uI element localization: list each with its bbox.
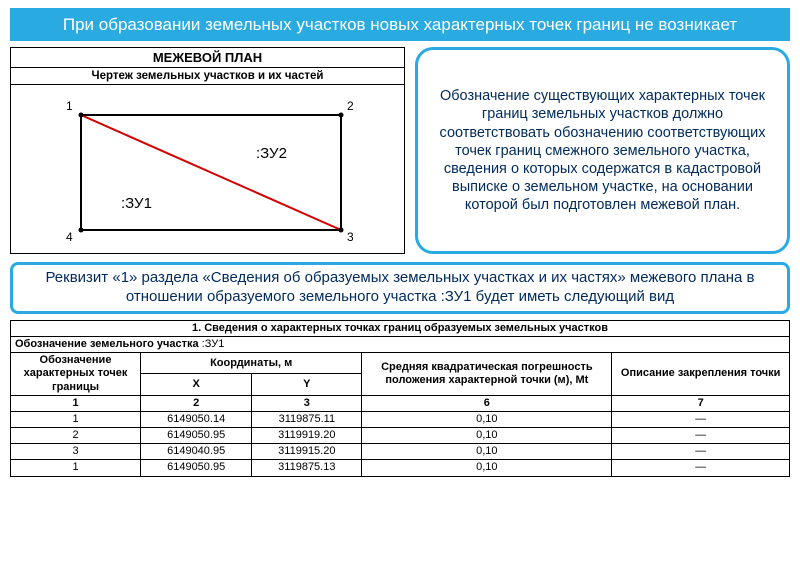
table-cell: — [612,428,790,444]
parcel-label-zu1: :ЗУ1 [121,195,152,212]
table-row: 36149040.953119915.200,10— [11,444,790,460]
table-cell: 0,10 [362,411,612,427]
points-table: 1. Сведения о характерных точках границ … [10,320,790,477]
rekvizit-text: Реквизит «1» раздела «Сведения об образу… [45,269,754,305]
table-cell: — [612,444,790,460]
point-dot-1 [79,113,84,118]
table-cell: 0,10 [362,444,612,460]
table-cell: 3119875.11 [252,411,362,427]
plan-title: МЕЖЕВОЙ ПЛАН [11,48,404,68]
point-dot-3 [339,228,344,233]
table-cell: — [612,460,790,476]
table-cell: 6149050.95 [141,460,252,476]
colnum-2: 2 [141,395,252,411]
table-cell: 3119915.20 [252,444,362,460]
th-accuracy: Средняя квадратическая погрешность полож… [362,353,612,396]
table-cell: 6149050.95 [141,428,252,444]
plan-subtitle: Чертеж земельных участков и их частей [11,68,404,85]
point-label-3: 3 [347,230,354,244]
table-row: 26149050.953119919.200,10— [11,428,790,444]
survey-plan-panel: МЕЖЕВОЙ ПЛАН Чертеж земельных участков и… [10,47,405,254]
table-cell: 1 [11,460,141,476]
point-label-2: 2 [347,99,354,113]
th-y: Y [252,374,362,395]
table-cell: 6149040.95 [141,444,252,460]
rekvizit-callout: Реквизит «1» раздела «Сведения об образу… [10,262,790,314]
parcel-designation-row: Обозначение земельного участка :ЗУ1 [11,336,790,352]
colnum-1: 1 [11,395,141,411]
th-x: X [141,374,252,395]
column-number-row: 1 2 3 6 7 [11,395,790,411]
parcel-drawing: 1 2 3 4 :ЗУ1 :ЗУ2 [11,85,404,253]
table-cell: — [612,411,790,427]
point-label-1: 1 [66,99,73,113]
obozn-label: Обозначение земельного участка [15,338,202,350]
table-cell: 0,10 [362,460,612,476]
info-callout: Обозначение существующих характерных точ… [415,47,790,254]
point-dot-2 [339,113,344,118]
colnum-6: 6 [362,395,612,411]
table-title: 1. Сведения о характерных точках границ … [11,320,790,336]
th-coords: Координаты, м [141,353,362,374]
colnum-3: 3 [252,395,362,411]
table-cell: 3119875.13 [252,460,362,476]
table-cell: 1 [11,411,141,427]
table-cell: 3 [11,444,141,460]
point-dot-4 [79,228,84,233]
obozn-value: :ЗУ1 [202,338,225,350]
table-cell: 6149050.14 [141,411,252,427]
page-banner: При образовании земельных участков новых… [10,8,790,41]
th-fixing: Описание закрепления точки [612,353,790,396]
table-row: 16149050.143119875.110,10— [11,411,790,427]
table-cell: 0,10 [362,428,612,444]
table-row: 16149050.953119875.130,10— [11,460,790,476]
point-label-4: 4 [66,230,73,244]
info-text: Обозначение существующих характерных точ… [430,87,775,214]
th-point-designation: Обозначение характерных точек границы [11,353,141,396]
colnum-7: 7 [612,395,790,411]
table-cell: 2 [11,428,141,444]
mid-row: МЕЖЕВОЙ ПЛАН Чертеж земельных участков и… [0,47,800,254]
table-cell: 3119919.20 [252,428,362,444]
parcel-label-zu2: :ЗУ2 [256,145,287,162]
